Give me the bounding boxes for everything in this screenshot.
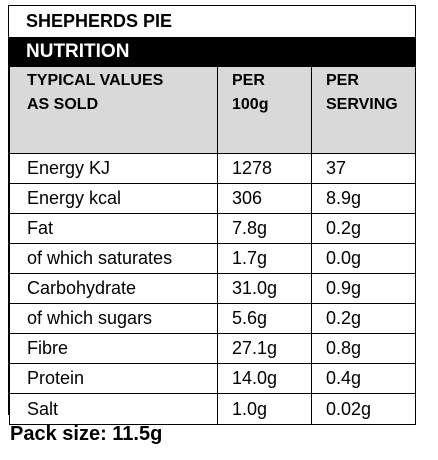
nutrient-name: Energy KJ (9, 153, 218, 184)
nutrition-table-container: TYPICAL VALUES AS SOLD PER 100g PER SERV… (9, 66, 416, 425)
nutrient-name: Fat (9, 213, 218, 244)
nutrition-label: SHEPHERDS PIE NUTRITION TYPICAL VALUES A… (8, 5, 416, 425)
header-per-serving-line1: PER (326, 72, 359, 89)
header-per-100g-line1: PER (232, 72, 265, 89)
per-serving-value: 0.4g (311, 363, 416, 394)
per-100g-value: 306 (217, 183, 312, 214)
per-serving-value: 0.02g (311, 393, 416, 425)
header-typical-values-line2: AS SOLD (27, 96, 99, 113)
nutrient-name: Salt (9, 393, 218, 425)
nutrient-name: Fibre (9, 333, 218, 364)
nutrient-name: of which sugars (9, 303, 218, 334)
per-100g-value: 1278 (217, 153, 312, 184)
header-per-100g-line2: 100g (232, 96, 269, 113)
per-100g-value: 27.1g (217, 333, 312, 364)
header-per-100g: PER 100g (217, 66, 312, 154)
per-serving-value: 0.0g (311, 243, 416, 274)
header-per-serving-line2: SERVING (326, 96, 398, 113)
table-row: Carbohydrate 31.0g 0.9g (9, 273, 416, 304)
header-typical-values: TYPICAL VALUES AS SOLD (9, 66, 218, 154)
per-serving-value: 8.9g (311, 183, 416, 214)
table-row: Salt 1.0g 0.02g (9, 393, 416, 425)
table-row: Fibre 27.1g 0.8g (9, 333, 416, 364)
nutrient-name: Energy kcal (9, 183, 218, 214)
nutrient-name: Carbohydrate (9, 273, 218, 304)
per-100g-value: 5.6g (217, 303, 312, 334)
pack-size: Pack size: 11.5g (10, 423, 163, 445)
header-typical-values-line1: TYPICAL VALUES (27, 72, 164, 89)
nutrition-heading: NUTRITION (9, 37, 415, 66)
nutrient-name: of which saturates (9, 243, 218, 274)
per-serving-value: 0.9g (311, 273, 416, 304)
table-row: of which sugars 5.6g 0.2g (9, 303, 416, 334)
per-serving-value: 0.2g (311, 213, 416, 244)
table-row: Fat 7.8g 0.2g (9, 213, 416, 244)
per-serving-value: 0.8g (311, 333, 416, 364)
per-100g-value: 14.0g (217, 363, 312, 394)
per-100g-value: 31.0g (217, 273, 312, 304)
nutrition-table: TYPICAL VALUES AS SOLD PER 100g PER SERV… (9, 66, 416, 425)
table-header-row: TYPICAL VALUES AS SOLD PER 100g PER SERV… (9, 66, 416, 154)
header-per-serving: PER SERVING (311, 66, 416, 154)
table-row: of which saturates 1.7g 0.0g (9, 243, 416, 274)
per-serving-value: 37 (311, 153, 416, 184)
per-100g-value: 1.0g (217, 393, 312, 425)
table-row: Energy kcal 306 8.9g (9, 183, 416, 214)
nutrient-name: Protein (9, 363, 218, 394)
per-100g-value: 1.7g (217, 243, 312, 274)
table-row: Protein 14.0g 0.4g (9, 363, 416, 394)
product-title: SHEPHERDS PIE (26, 11, 173, 31)
table-row: Energy KJ 1278 37 (9, 153, 416, 184)
per-100g-value: 7.8g (217, 213, 312, 244)
per-serving-value: 0.2g (311, 303, 416, 334)
